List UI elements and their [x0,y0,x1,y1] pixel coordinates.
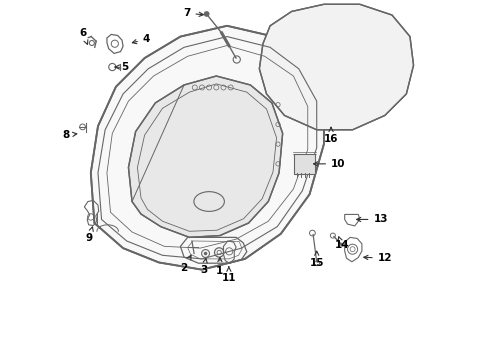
FancyBboxPatch shape [294,154,315,174]
Text: 2: 2 [180,255,191,273]
Circle shape [340,243,343,246]
Text: 8: 8 [62,130,77,140]
Text: 7: 7 [183,8,203,18]
Text: 5: 5 [115,62,128,72]
Text: 16: 16 [324,127,338,144]
Text: 15: 15 [310,251,324,268]
Text: 4: 4 [132,34,150,44]
Polygon shape [259,4,414,130]
Text: 1: 1 [216,257,223,276]
Text: 11: 11 [221,267,236,283]
Polygon shape [128,76,283,237]
Circle shape [204,252,207,255]
Text: 13: 13 [357,215,388,224]
Text: 14: 14 [335,237,349,250]
Text: 3: 3 [200,258,207,275]
Circle shape [204,11,210,17]
Text: 6: 6 [79,28,88,44]
Text: 9: 9 [85,227,93,243]
Polygon shape [91,26,324,270]
Text: 12: 12 [364,253,392,263]
Text: 10: 10 [314,159,345,169]
